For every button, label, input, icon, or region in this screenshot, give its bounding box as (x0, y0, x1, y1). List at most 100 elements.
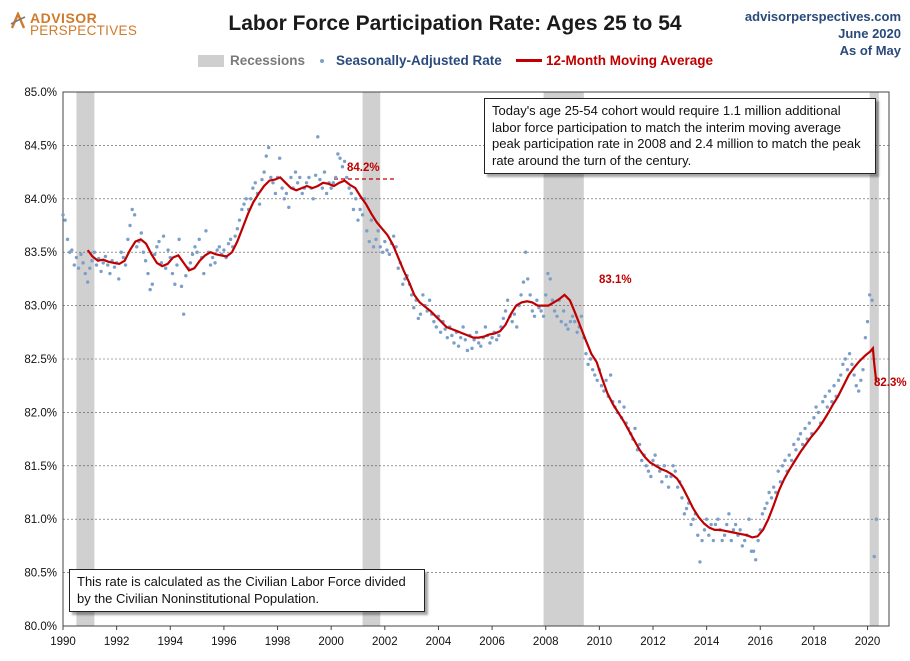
chart-title: Labor Force Participation Rate: Ages 25 … (228, 12, 682, 35)
data-point (121, 255, 126, 260)
data-point (731, 528, 736, 532)
data-point (528, 293, 532, 297)
data-point (260, 177, 264, 182)
data-point (197, 237, 201, 242)
data-point (854, 384, 858, 388)
data-point (760, 512, 765, 516)
data-point (590, 367, 595, 372)
data-point (334, 175, 338, 180)
data-point (532, 314, 537, 318)
data-point (383, 239, 387, 244)
x-tick-label: 2018 (801, 636, 827, 648)
data-point (666, 485, 671, 489)
data-point (823, 394, 827, 399)
data-point (512, 312, 517, 316)
data-point (839, 373, 843, 377)
data-point (148, 287, 152, 292)
data-point (456, 344, 461, 348)
data-point (443, 327, 447, 331)
data-point (803, 426, 807, 431)
data-point (646, 469, 651, 473)
data-point (452, 341, 456, 345)
data-point (843, 357, 847, 361)
data-point (264, 154, 268, 158)
data-point (347, 186, 351, 190)
data-point (213, 261, 217, 265)
data-point (331, 181, 336, 185)
data-point (161, 234, 166, 238)
data-point (608, 373, 613, 377)
data-point (789, 458, 794, 463)
data-point (617, 400, 622, 404)
data-point (572, 319, 577, 324)
data-point (179, 284, 184, 289)
data-point (354, 197, 358, 201)
data-point (215, 248, 219, 252)
data-point (311, 197, 315, 201)
data-point (702, 528, 707, 532)
data-point (483, 325, 488, 329)
data-point (72, 263, 76, 267)
data-point (564, 323, 568, 327)
data-point (505, 298, 510, 302)
data-point (861, 367, 865, 372)
data-point (195, 250, 199, 254)
data-point (61, 213, 65, 217)
data-point (94, 263, 99, 267)
data-point (90, 259, 94, 263)
data-point (217, 245, 222, 249)
data-point (796, 437, 801, 441)
data-point (684, 506, 689, 511)
data-point (257, 202, 262, 206)
data-point (313, 173, 318, 178)
data-point (644, 464, 648, 468)
data-point (298, 175, 302, 180)
data-point (825, 405, 830, 409)
data-point (418, 312, 423, 316)
data-point (727, 512, 731, 516)
data-point (503, 309, 508, 313)
data-point (870, 298, 874, 302)
data-point (689, 522, 693, 527)
site-url[interactable]: advisorperspectives.com (744, 9, 901, 24)
data-point (479, 344, 483, 348)
data-point (445, 335, 450, 340)
data-point (555, 314, 559, 318)
x-tick-label: 2014 (694, 636, 720, 648)
recession-band-0 (76, 92, 95, 626)
legend-recessions-label: Recessions (230, 53, 306, 68)
y-tick-label: 83.5% (24, 247, 57, 259)
data-point (266, 145, 271, 150)
data-point (716, 517, 720, 521)
x-tick-label: 2004 (426, 636, 452, 648)
data-point (103, 254, 108, 259)
data-point (226, 241, 231, 246)
data-point (166, 248, 170, 252)
data-point (273, 191, 278, 196)
data-point (434, 325, 439, 329)
data-point (704, 517, 709, 521)
data-point (300, 191, 304, 196)
data-point (351, 207, 356, 212)
data-point (81, 261, 85, 265)
data-point (552, 309, 557, 313)
data-point (338, 156, 342, 160)
data-point (235, 227, 240, 231)
data-point (63, 218, 67, 222)
legend-item-moving-average: 12-Month Moving Average (516, 53, 713, 68)
data-point (208, 263, 213, 267)
data-point (523, 250, 528, 254)
data-point (329, 186, 333, 190)
data-point (85, 280, 90, 284)
data-point (700, 538, 704, 543)
publish-date: June 2020 (838, 26, 901, 41)
data-point (778, 480, 783, 484)
data-point (177, 237, 181, 242)
data-point (756, 538, 760, 543)
annotation-label: 84.2% (347, 162, 380, 174)
data-point (662, 464, 666, 468)
data-point (360, 213, 365, 217)
data-point (850, 362, 854, 367)
data-point (249, 197, 253, 201)
data-point (88, 266, 92, 270)
